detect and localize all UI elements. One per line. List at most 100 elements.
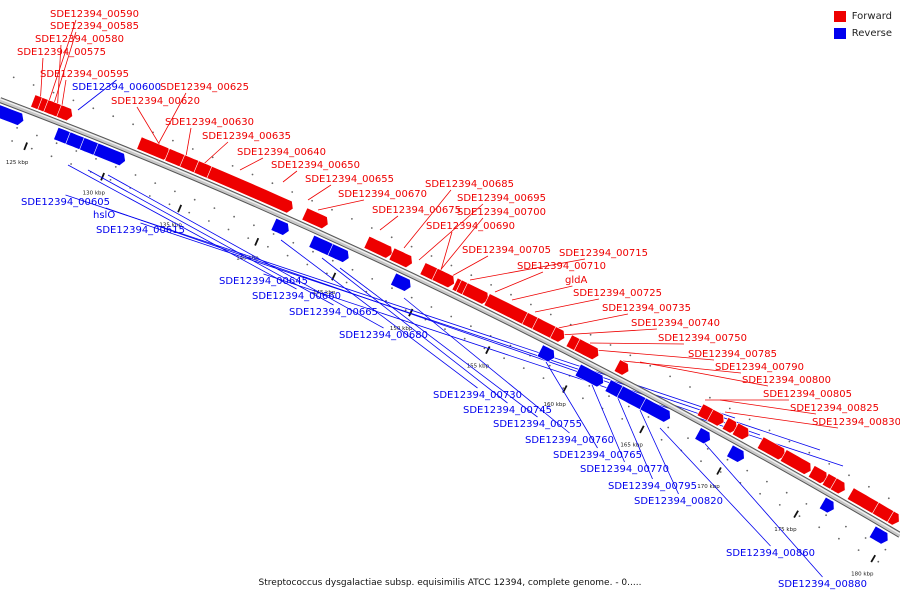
track-dot (719, 471, 722, 473)
track-dot (808, 451, 811, 454)
gene-leader (719, 399, 817, 415)
gene-label: SDE12394_00880 (778, 579, 867, 590)
track-dot (582, 397, 584, 400)
track-dot (267, 245, 269, 248)
track-dot (463, 337, 466, 340)
track-dot (726, 458, 729, 461)
scale-tick (254, 237, 260, 246)
gene-leader (418, 203, 484, 261)
track-dot (785, 491, 788, 494)
track-dot (828, 463, 831, 465)
track-dot (391, 287, 393, 290)
track-dot (271, 182, 274, 185)
track-dot (312, 250, 314, 253)
gene-label: SDE12394_00820 (634, 496, 723, 507)
reverse-gene (818, 496, 835, 514)
gene-label: SDE12394_00665 (289, 307, 378, 318)
track-dot (778, 504, 781, 506)
gene-leader (594, 349, 715, 361)
legend-reverse: Reverse (833, 25, 892, 42)
track-dot (798, 515, 801, 517)
track-dot (36, 134, 38, 137)
track-dot (687, 437, 689, 439)
gene-label: SDE12394_00605 (21, 197, 110, 208)
gene-leader (469, 258, 586, 281)
forward-gene (779, 449, 812, 475)
forward-gene (829, 477, 846, 495)
track-dot (444, 328, 446, 330)
track-dot (884, 548, 887, 551)
scale-tick (793, 510, 799, 519)
gene-leader (47, 19, 77, 105)
track-dot (450, 315, 453, 318)
gene-label: SDE12394_00645 (219, 276, 308, 287)
gene-leader (67, 164, 297, 290)
track-dot (470, 274, 473, 277)
reverse-gene (726, 444, 745, 463)
gene-leader (639, 361, 769, 387)
track-dot (132, 123, 135, 126)
track-dot (188, 211, 191, 214)
track-dot (649, 364, 652, 367)
track-dot (503, 357, 505, 360)
track-dot (193, 198, 196, 201)
gene-label: SDE12394_00740 (631, 318, 720, 329)
gene-label: SDE12394_00675 (372, 205, 461, 216)
track-dot (134, 174, 137, 176)
gene-leader (451, 255, 489, 277)
track-dot (748, 418, 751, 421)
track-dot (112, 115, 115, 118)
track-dot (877, 560, 880, 563)
gene-label: SDE12394_00800 (742, 375, 831, 386)
gene-label: SDE12394_00710 (517, 261, 606, 272)
track-dot (660, 438, 663, 441)
track-dot (247, 237, 250, 240)
gene-leader (239, 157, 264, 171)
gene-label: SDE12394_00685 (425, 179, 514, 190)
gene-leader (107, 174, 384, 329)
gene-label: SDE12394_00690 (426, 221, 515, 232)
track-dot (647, 416, 650, 418)
track-dot (430, 255, 433, 257)
gene-label: SDE12394_00640 (237, 147, 326, 158)
track-dot (621, 418, 624, 420)
scale-tick-label: 130 kbp (83, 191, 106, 197)
gene-leader (403, 297, 570, 434)
gene-label: SDE12394_00635 (202, 131, 291, 142)
track-dot (510, 293, 512, 296)
track-dot (450, 264, 453, 267)
gene-label: SDE12394_00825 (790, 403, 879, 414)
gene-leader (317, 199, 365, 211)
gene-label: SDE12394_00725 (573, 288, 662, 299)
gene-label: SDE12394_00700 (457, 207, 546, 218)
gene-label: SDE12394_00590 (50, 9, 139, 20)
track-dot (825, 514, 827, 517)
gene-label: SDE12394_00680 (339, 330, 428, 341)
gene-leader (639, 409, 679, 495)
gene-label: SDE12394_00585 (50, 21, 139, 32)
forward-gene (431, 267, 455, 289)
gene-label: SDE12394_00765 (553, 450, 642, 461)
gene-leader (321, 257, 508, 404)
scale-tick-label: 150 kbp (390, 326, 413, 332)
gene-leader (559, 328, 657, 336)
track-dot (154, 182, 157, 185)
track-dot (700, 460, 702, 463)
track-dot (32, 84, 35, 86)
track-dot (805, 503, 808, 505)
track-dot (291, 191, 294, 193)
reverse-gene (390, 272, 412, 292)
track-dot (390, 236, 393, 239)
forward-gene (613, 359, 630, 376)
track-dot (213, 207, 216, 210)
track-dot (233, 215, 236, 218)
track-dot (331, 208, 333, 211)
track-dot (548, 364, 551, 367)
scale-tick-label: 135 kbp (159, 222, 182, 228)
track-dot (669, 375, 671, 378)
gene-leader (534, 298, 600, 313)
track-dot (227, 228, 230, 231)
track-dot (11, 140, 14, 142)
reverse-gene (536, 344, 555, 363)
gene-label: SDE12394_00805 (763, 389, 852, 400)
